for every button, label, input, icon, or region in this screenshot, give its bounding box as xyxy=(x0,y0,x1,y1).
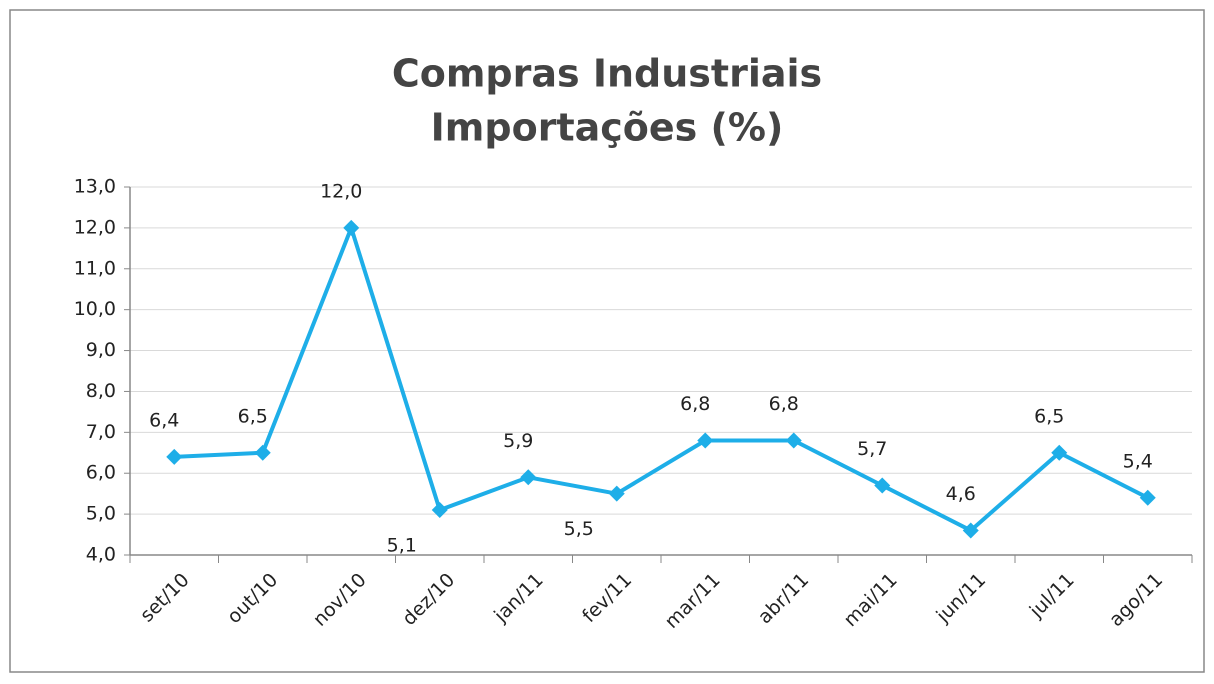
y-tick-label: 13,0 xyxy=(74,176,116,198)
y-tick-label: 11,0 xyxy=(74,257,116,279)
y-tick-label: 6,0 xyxy=(86,462,116,484)
data-label: 6,4 xyxy=(149,409,179,431)
data-label: 4,6 xyxy=(946,483,976,505)
marker xyxy=(343,219,360,236)
y-tick-label: 10,0 xyxy=(74,298,116,320)
line xyxy=(174,221,1149,533)
marker xyxy=(962,522,979,539)
marker xyxy=(520,469,537,486)
marker xyxy=(254,444,271,461)
marker xyxy=(431,502,448,519)
data-label: 6,8 xyxy=(680,393,710,415)
chart-title: Compras Industriais xyxy=(392,52,822,96)
marker xyxy=(608,485,625,502)
marker xyxy=(697,432,714,449)
chart-title: Importações (%) xyxy=(431,106,784,150)
data-label: 6,5 xyxy=(1034,405,1064,427)
data-label: 5,5 xyxy=(564,518,594,540)
data-label: 5,7 xyxy=(857,438,887,460)
marker xyxy=(874,477,891,494)
marker xyxy=(1139,489,1156,506)
chart-frame xyxy=(9,9,1205,673)
y-tick-label: 12,0 xyxy=(74,216,116,238)
y-tick-label: 9,0 xyxy=(86,339,116,361)
marker xyxy=(785,432,802,449)
y-tick-label: 7,0 xyxy=(86,421,116,443)
y-tick-label: 5,0 xyxy=(86,503,116,525)
marker xyxy=(166,448,183,465)
marker xyxy=(1051,444,1068,461)
data-label: 12,0 xyxy=(320,180,362,202)
data-label: 5,4 xyxy=(1123,450,1153,472)
data-label: 6,5 xyxy=(238,405,268,427)
data-label: 5,1 xyxy=(387,535,417,557)
y-tick-label: 4,0 xyxy=(86,544,116,566)
y-tick-label: 8,0 xyxy=(86,380,116,402)
data-label: 6,8 xyxy=(769,393,799,415)
data-label: 5,9 xyxy=(503,430,533,452)
